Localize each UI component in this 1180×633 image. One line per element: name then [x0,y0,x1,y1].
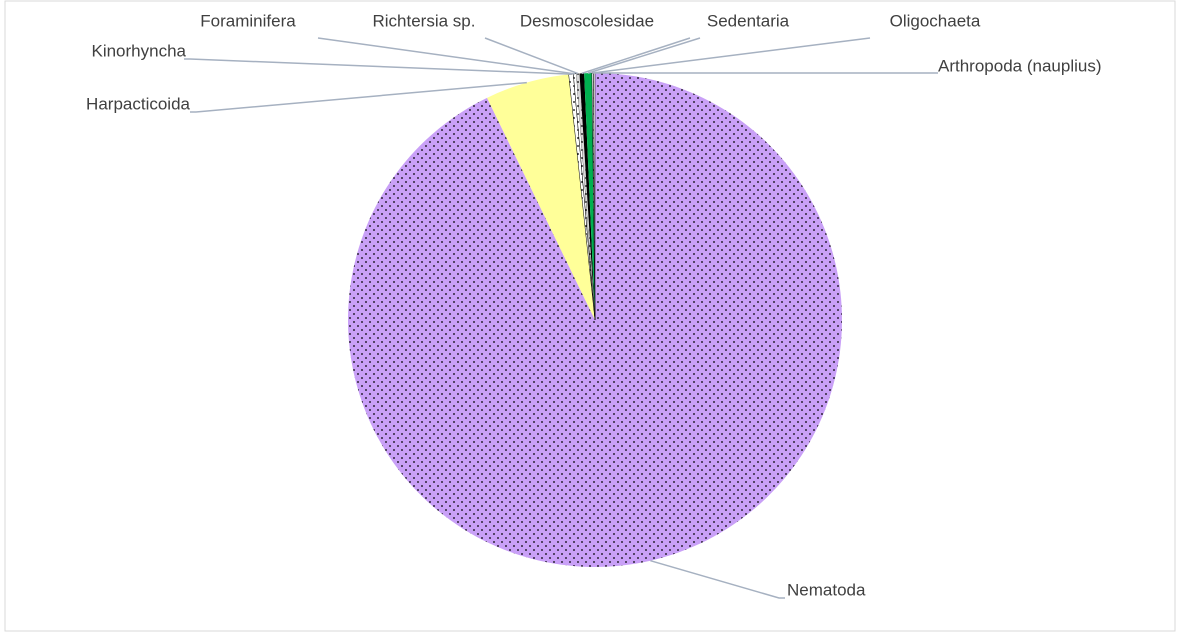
pie-slice [584,73,595,320]
leader-line [587,37,701,74]
data-label: Desmoscolesidae [520,11,654,30]
leader-line [650,559,785,599]
data-label: Nematoda [787,580,866,599]
data-label: Harpacticoida [86,94,190,113]
leader-line [484,37,579,75]
data-label: Oligochaeta [890,11,981,30]
leader-line [190,81,527,113]
leader-line [184,58,572,75]
pie-slice-pattern [568,73,595,320]
data-label: Richtersia sp. [373,11,476,30]
pie-slice-pattern [573,73,595,320]
data-label: Sedentaria [707,11,790,30]
leader-line [317,37,575,75]
data-label: Foraminifera [200,11,296,30]
leader-line [581,37,691,75]
pie-slice-pattern [576,73,595,320]
pie-slice-pattern [591,73,595,320]
data-label: Arthropoda (nauplius) [938,56,1101,75]
data-label: Kinorhyncha [91,41,186,60]
pie-slice [579,73,595,321]
leader-line [592,37,871,74]
pie-slice [487,74,595,320]
